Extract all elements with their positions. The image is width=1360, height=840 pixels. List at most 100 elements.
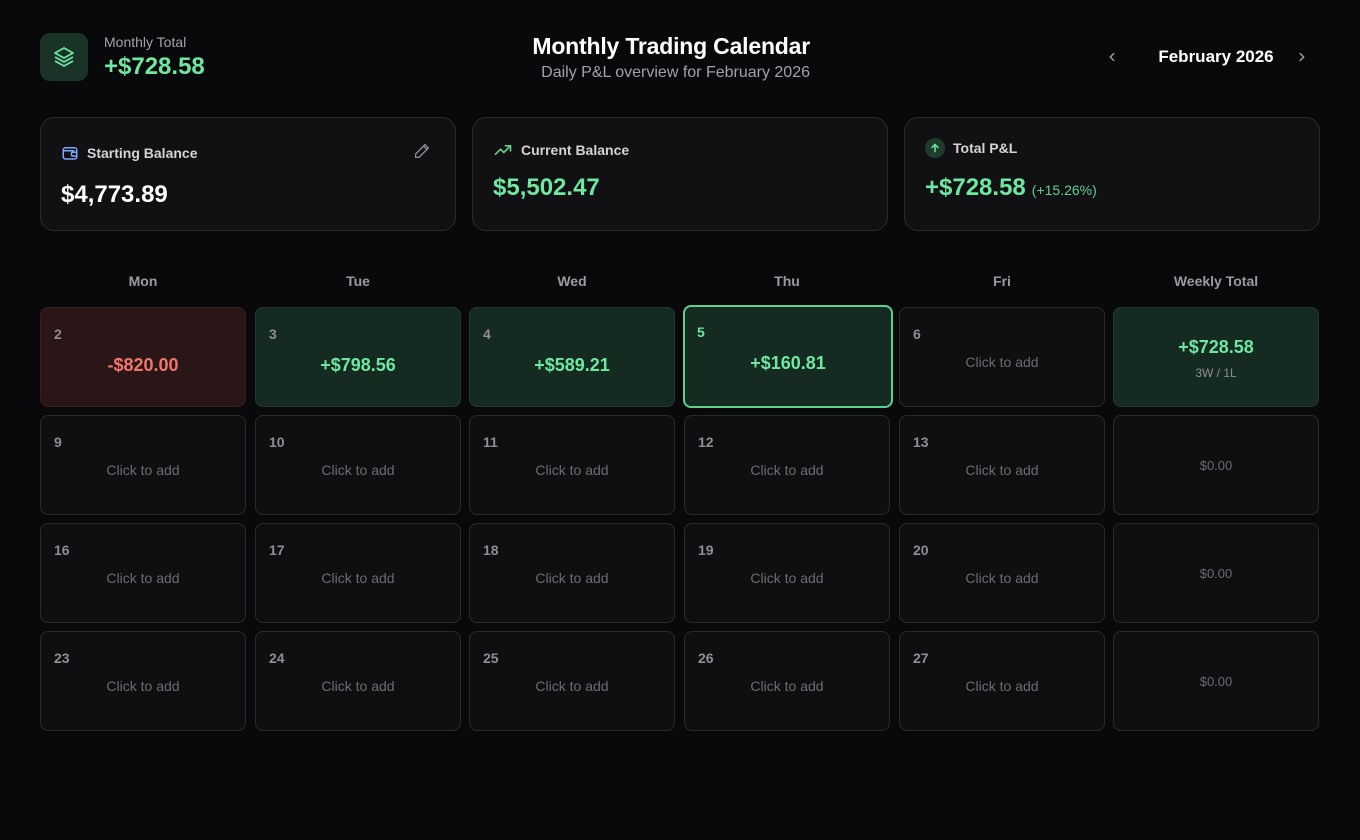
weekly-total-value: $0.00 [1199, 674, 1233, 689]
wallet-icon [62, 147, 78, 160]
total-pnl-head: Total P&L [925, 138, 1017, 158]
starting-balance-value: $4,773.89 [61, 181, 168, 208]
day-number: 26 [698, 650, 714, 666]
day-number: 10 [269, 434, 285, 450]
day-cell-11[interactable]: 11 Click to add [469, 415, 675, 515]
day-number: 6 [913, 326, 921, 342]
total-pnl-amount: +$728.58 [925, 174, 1026, 201]
starting-balance-label: Starting Balance [87, 145, 198, 161]
total-pnl-card: Total P&L +$728.58 (+15.26%) [904, 117, 1320, 231]
day-number: 11 [483, 434, 498, 450]
weekly-total-cell: +$728.58 3W / 1L [1113, 307, 1319, 407]
page-title: Monthly Trading Calendar [532, 33, 810, 59]
add-entry-hint: Click to add [750, 462, 824, 478]
day-cell-24[interactable]: 24 Click to add [255, 631, 461, 731]
summary-cards: Starting Balance $4,773.89 Current Balan… [40, 117, 1320, 231]
previous-month-button[interactable] [1100, 45, 1124, 69]
day-cell-13[interactable]: 13 Click to add [899, 415, 1105, 515]
add-entry-hint: Click to add [750, 678, 824, 694]
day-cell-10[interactable]: 10 Click to add [255, 415, 461, 515]
current-month-label: February 2026 [1158, 47, 1274, 66]
chevron-left-icon [1109, 52, 1115, 62]
add-entry-hint: Click to add [321, 570, 395, 586]
current-balance-label: Current Balance [521, 142, 630, 158]
starting-balance-card: Starting Balance $4,773.89 [40, 117, 456, 231]
day-number: 23 [54, 650, 70, 666]
day-cell-5[interactable]: 5 +$160.81 [683, 305, 893, 408]
day-number: 9 [54, 434, 62, 450]
day-cell-12[interactable]: 12 Click to add [684, 415, 890, 515]
day-number: 12 [698, 434, 714, 450]
day-number: 27 [913, 650, 929, 666]
monthly-total-value: +$728.58 [104, 53, 205, 80]
day-cell-26[interactable]: 26 Click to add [684, 631, 890, 731]
add-entry-hint: Click to add [321, 678, 395, 694]
day-cell-19[interactable]: 19 Click to add [684, 523, 890, 623]
weekly-total-cell: $0.00 [1113, 415, 1319, 515]
day-number: 20 [913, 542, 929, 558]
arrow-up-icon [925, 138, 945, 158]
day-number: 16 [54, 542, 70, 558]
day-cell-17[interactable]: 17 Click to add [255, 523, 461, 623]
day-cell-2[interactable]: 2 -$820.00 [40, 307, 246, 407]
weekly-record: 3W / 1L [1195, 366, 1237, 380]
add-entry-hint: Click to add [106, 678, 180, 694]
add-entry-hint: Click to add [535, 570, 609, 586]
weekly-total-cell: $0.00 [1113, 631, 1319, 731]
starting-balance-head: Starting Balance [61, 144, 197, 162]
day-cell-27[interactable]: 27 Click to add [899, 631, 1105, 731]
weekday-header-weekly-total: Weekly Total [1173, 273, 1259, 289]
add-entry-hint: Click to add [106, 462, 180, 478]
total-pnl-label: Total P&L [953, 140, 1018, 156]
add-entry-hint: Click to add [106, 570, 180, 586]
add-entry-hint: Click to add [535, 462, 609, 478]
day-number: 18 [483, 542, 499, 558]
day-cell-18[interactable]: 18 Click to add [469, 523, 675, 623]
day-cell-20[interactable]: 20 Click to add [899, 523, 1105, 623]
weekly-total-cell: $0.00 [1113, 523, 1319, 623]
day-cell-3[interactable]: 3 +$798.56 [255, 307, 461, 407]
weekly-total-value: +$728.58 [1178, 337, 1254, 357]
weekday-header-thu: Thu [774, 273, 800, 289]
weekday-header-fri: Fri [993, 273, 1011, 289]
current-balance-card: Current Balance $5,502.47 [472, 117, 888, 231]
add-entry-hint: Click to add [965, 462, 1039, 478]
trending-up-icon [494, 145, 512, 155]
day-pnl: +$160.81 [750, 353, 826, 373]
day-number: 25 [483, 650, 499, 666]
monthly-total-label: Monthly Total [104, 34, 187, 50]
weekday-header-mon: Mon [128, 273, 158, 289]
total-pnl-value: +$728.58 (+15.26%) [925, 174, 1097, 202]
layers-icon [40, 33, 88, 81]
day-number: 2 [54, 326, 62, 342]
day-pnl: +$798.56 [320, 355, 396, 375]
day-cell-16[interactable]: 16 Click to add [40, 523, 246, 623]
edit-starting-balance-button[interactable] [413, 142, 431, 160]
weekday-header-tue: Tue [346, 273, 370, 289]
weekly-total-value: $0.00 [1199, 458, 1233, 473]
day-number: 4 [483, 326, 491, 342]
title-block: Monthly Trading Calendar Daily P&L overv… [470, 33, 810, 82]
next-month-button[interactable] [1290, 45, 1314, 69]
add-entry-hint: Click to add [965, 354, 1039, 370]
day-cell-25[interactable]: 25 Click to add [469, 631, 675, 731]
chevron-right-icon [1299, 52, 1305, 62]
day-cell-9[interactable]: 9 Click to add [40, 415, 246, 515]
add-entry-hint: Click to add [321, 462, 395, 478]
add-entry-hint: Click to add [750, 570, 824, 586]
add-entry-hint: Click to add [965, 678, 1039, 694]
day-number: 13 [913, 434, 929, 450]
day-cell-6[interactable]: 6 Click to add [899, 307, 1105, 407]
day-number: 24 [269, 650, 285, 666]
page-subtitle: Daily P&L overview for February 2026 [541, 64, 810, 81]
day-cell-4[interactable]: 4 +$589.21 [469, 307, 675, 407]
total-pnl-percent: (+15.26%) [1031, 182, 1097, 198]
day-number: 3 [269, 326, 277, 342]
weekly-total-value: $0.00 [1199, 566, 1233, 581]
header: Monthly Total +$728.58 Monthly Trading C… [40, 33, 1320, 83]
month-navigator: February 2026 [1100, 45, 1320, 69]
current-balance-head: Current Balance [493, 140, 629, 160]
day-cell-23[interactable]: 23 Click to add [40, 631, 246, 731]
weekday-header-wed: Wed [557, 273, 587, 289]
day-number: 17 [269, 542, 285, 558]
